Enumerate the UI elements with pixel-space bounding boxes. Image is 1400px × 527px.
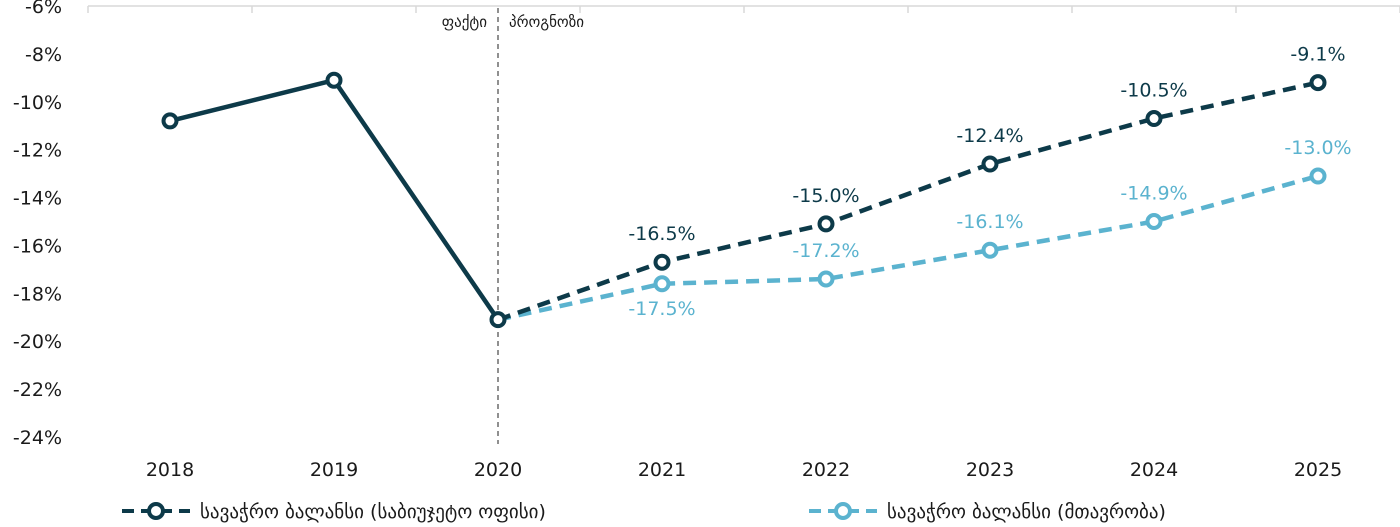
divider-label-forecast: პროგნოზი (509, 13, 584, 31)
point-government (1145, 213, 1163, 230)
legend-marker-budget-office (147, 502, 165, 520)
x-tick-label: 2025 (1294, 459, 1342, 481)
point-budget-office (1145, 110, 1163, 128)
y-tick-label: -16% (13, 235, 62, 257)
point-government (1309, 167, 1327, 185)
series-layer: -16.5% -15.0% -12.4% -10.5% -9.1% -17.5% -17.2… (161, 44, 1352, 329)
point-budget-office (1309, 74, 1327, 92)
x-tick-label: 2020 (474, 459, 522, 481)
data-label-government: -16.1% (956, 211, 1023, 233)
series-line-budget-office-forecast (497, 80, 1319, 322)
y-tick-label: -22% (13, 379, 62, 401)
point-budget-office (325, 71, 343, 89)
y-tick-label: -12% (13, 140, 62, 162)
data-label-government: -17.2% (792, 240, 859, 262)
forecast-divider: ფაქტი პროგნოზი (442, 8, 584, 444)
y-tick-label: -10% (13, 92, 62, 114)
data-label-government: -17.5% (628, 298, 695, 320)
x-tick-label: 2022 (802, 459, 850, 481)
series-line-government (497, 173, 1319, 322)
point-government (817, 270, 835, 288)
divider-label-actual: ფაქტი (442, 13, 488, 31)
point-budget-office (161, 112, 179, 130)
data-label-government: -14.9% (1120, 183, 1187, 205)
data-label-budget-office: -16.5% (628, 223, 695, 245)
legend-item-budget-office: სავაჭრო ბალანსი (საბიუჯეტო ოფისი) (122, 501, 546, 523)
x-tick-label: 2024 (1130, 459, 1178, 481)
data-label-government: -13.0% (1284, 137, 1351, 159)
point-government (653, 275, 671, 293)
point-budget-office (981, 155, 999, 173)
data-label-budget-office: -9.1% (1290, 44, 1345, 66)
y-tick-label: -24% (13, 427, 62, 449)
point-budget-office (653, 253, 671, 271)
data-label-budget-office: -15.0% (792, 185, 859, 207)
legend-label-government: სავაჭრო ბალანსი (მთავრობა) (887, 501, 1166, 523)
data-label-budget-office: -12.4% (956, 125, 1023, 147)
y-tick-label: -20% (13, 331, 62, 353)
x-tick-label: 2023 (966, 459, 1014, 481)
y-tick-label: -8% (25, 44, 62, 66)
point-government (981, 241, 999, 259)
point-budget-office (817, 215, 835, 233)
legend-item-government: სავაჭრო ბალანსი (მთავრობა) (809, 501, 1166, 523)
y-tick-label: -14% (13, 188, 62, 210)
x-tick-label: 2021 (638, 459, 686, 481)
series-line-budget-office-actual (169, 77, 500, 321)
legend-marker-government (834, 502, 852, 520)
data-label-budget-office: -10.5% (1120, 80, 1187, 102)
axes: -6% -8% -10% -12% -14% -16% -18% -20% -22% -24% 20… (13, 0, 1400, 481)
y-tick-label: -18% (13, 283, 62, 305)
legend-label-budget-office: სავაჭრო ბალანსი (საბიუჯეტო ოფისი) (200, 501, 546, 523)
point-budget-office (489, 311, 507, 329)
x-tick-label: 2018 (146, 459, 194, 481)
y-tick-label: -6% (25, 0, 62, 18)
legend: სავაჭრო ბალანსი (საბიუჯეტო ოფისი) სავაჭრ… (122, 501, 1166, 523)
x-tick-label: 2019 (310, 459, 358, 481)
